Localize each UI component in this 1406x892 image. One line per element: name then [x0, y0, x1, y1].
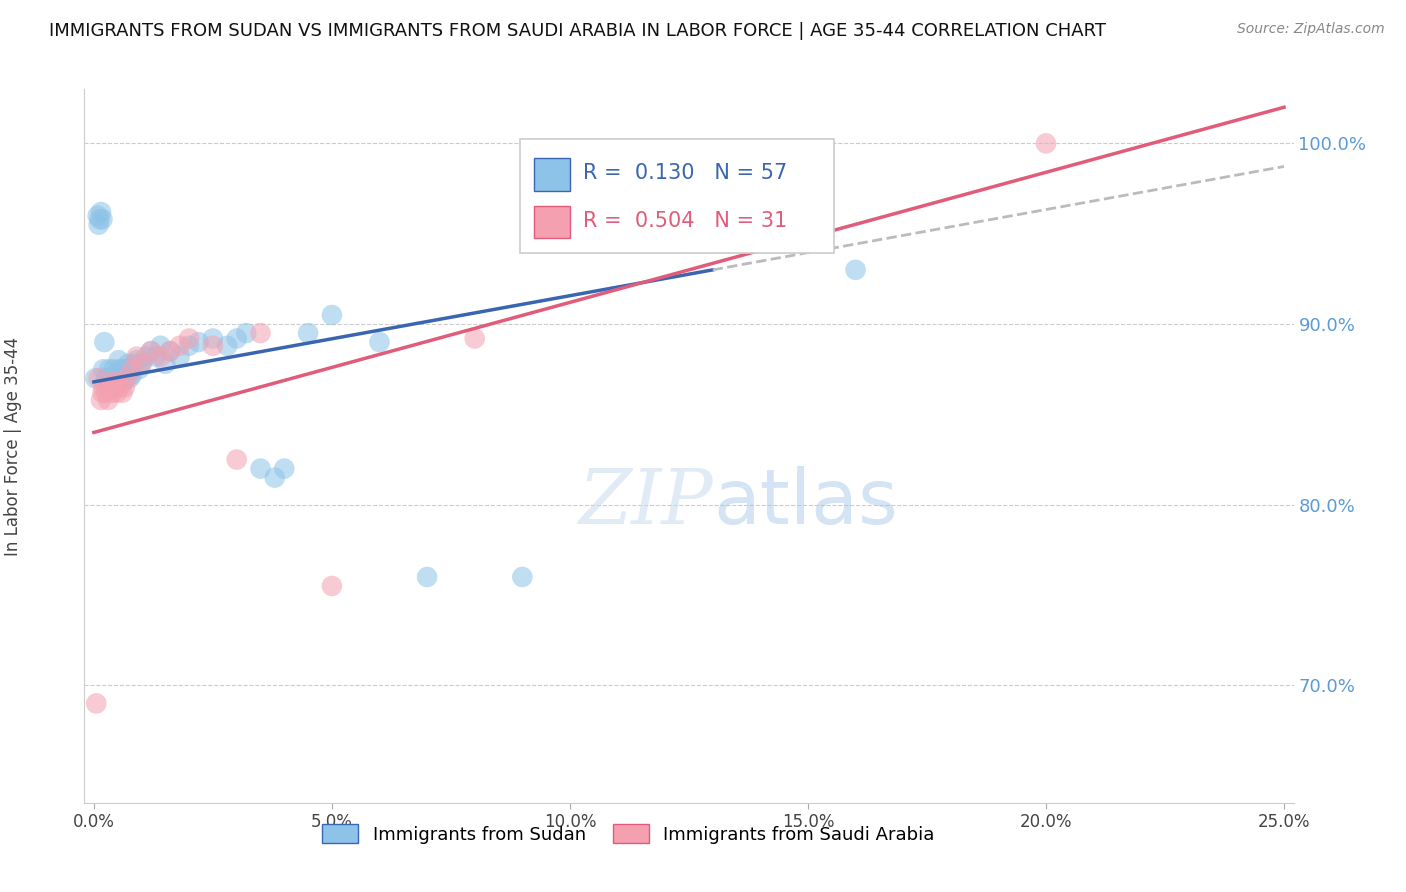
Point	[187, 335, 209, 350]
Point	[131, 357, 153, 371]
Text: Source: ZipAtlas.com: Source: ZipAtlas.com	[1237, 22, 1385, 37]
Text: atlas: atlas	[713, 467, 898, 540]
Point	[169, 339, 191, 353]
Point	[107, 375, 129, 389]
Text: ZIP: ZIP	[578, 467, 713, 540]
Point	[159, 344, 181, 359]
Point	[93, 380, 115, 394]
Point	[114, 380, 136, 394]
Point	[87, 218, 110, 232]
Point	[124, 357, 146, 371]
Point	[149, 350, 172, 364]
Point	[84, 371, 107, 385]
Point	[121, 368, 143, 382]
Point	[845, 263, 868, 277]
Point	[101, 385, 124, 400]
Point	[111, 385, 134, 400]
Point	[103, 362, 125, 376]
Point	[97, 392, 120, 407]
Point	[125, 350, 148, 364]
Point	[177, 339, 200, 353]
Point	[249, 461, 271, 475]
Point	[118, 371, 141, 385]
Point	[115, 362, 138, 376]
Point	[321, 579, 343, 593]
Point	[111, 362, 134, 376]
Text: R =  0.504   N = 31: R = 0.504 N = 31	[582, 211, 787, 231]
Point	[84, 697, 107, 711]
Point	[297, 326, 319, 340]
Point	[94, 371, 117, 385]
Point	[217, 339, 239, 353]
Point	[89, 212, 111, 227]
Point	[125, 353, 148, 368]
Point	[235, 326, 257, 340]
Point	[177, 331, 200, 345]
Point	[104, 368, 127, 382]
Point	[101, 375, 124, 389]
Point	[263, 470, 285, 484]
Point	[155, 357, 177, 371]
Point	[105, 371, 128, 385]
Point	[105, 385, 128, 400]
Point	[93, 362, 115, 376]
Point	[107, 375, 129, 389]
Point	[97, 380, 120, 394]
Point	[201, 339, 224, 353]
Point	[416, 570, 439, 584]
Point	[108, 380, 131, 394]
Point	[510, 570, 533, 584]
Point	[464, 331, 486, 345]
FancyBboxPatch shape	[520, 139, 834, 253]
Bar	[534, 205, 571, 237]
Point	[120, 362, 142, 376]
Point	[135, 350, 157, 364]
Point	[159, 344, 181, 359]
Point	[94, 385, 117, 400]
Y-axis label: In Labor Force | Age 35-44: In Labor Force | Age 35-44	[4, 336, 22, 556]
Point	[100, 371, 122, 385]
Point	[249, 326, 271, 340]
Point	[115, 371, 138, 385]
Point	[368, 335, 391, 350]
Point	[101, 371, 124, 385]
Point	[98, 362, 121, 376]
Point	[128, 362, 150, 376]
Point	[139, 344, 162, 359]
Point	[90, 205, 112, 219]
Point	[91, 385, 114, 400]
Point	[93, 335, 115, 350]
Point	[87, 371, 110, 385]
Point	[149, 339, 172, 353]
Point	[321, 308, 343, 322]
Text: R =  0.130   N = 57: R = 0.130 N = 57	[582, 163, 787, 184]
Point	[90, 392, 112, 407]
Point	[225, 331, 247, 345]
Point	[1035, 136, 1057, 151]
Point	[107, 353, 129, 368]
Point	[139, 344, 162, 359]
Point	[101, 375, 124, 389]
Point	[91, 212, 114, 227]
Point	[273, 461, 295, 475]
Bar	[534, 159, 571, 191]
Point	[225, 452, 247, 467]
Point	[115, 368, 138, 382]
Point	[86, 209, 108, 223]
Legend: Immigrants from Sudan, Immigrants from Saudi Arabia: Immigrants from Sudan, Immigrants from S…	[315, 817, 942, 851]
Point	[145, 350, 167, 364]
Point	[169, 350, 191, 364]
Point	[131, 357, 153, 371]
Point	[112, 375, 135, 389]
Text: IMMIGRANTS FROM SUDAN VS IMMIGRANTS FROM SAUDI ARABIA IN LABOR FORCE | AGE 35-44: IMMIGRANTS FROM SUDAN VS IMMIGRANTS FROM…	[49, 22, 1107, 40]
Point	[117, 357, 139, 371]
Point	[114, 371, 136, 385]
Point	[121, 362, 143, 376]
Point	[96, 371, 118, 385]
Point	[100, 380, 122, 394]
Point	[201, 331, 224, 345]
Point	[110, 371, 132, 385]
Point	[104, 380, 127, 394]
Point	[108, 362, 131, 376]
